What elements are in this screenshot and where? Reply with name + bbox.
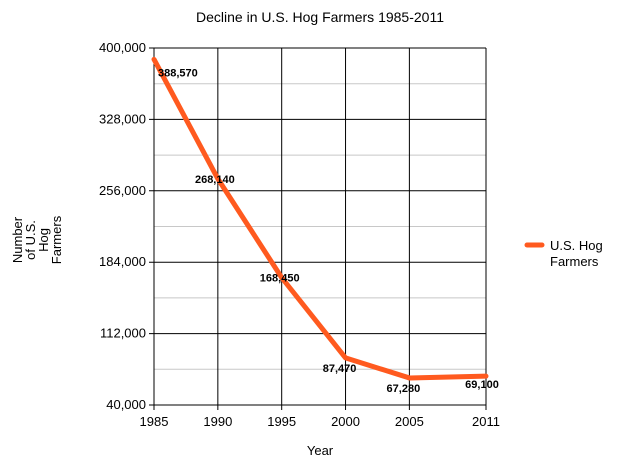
x-tick-label: 1995 [267, 414, 296, 429]
chart-title: Decline in U.S. Hog Farmers 1985-2011 [196, 9, 444, 25]
x-tick-label: 1985 [140, 414, 169, 429]
data-label: 67,280 [387, 383, 421, 395]
y-tick-label: 400,000 [99, 40, 146, 55]
y-axis-label-text: Numberof U.S.HogFarmers [10, 215, 64, 264]
y-axis-label: Numberof U.S.HogFarmers [10, 215, 64, 264]
data-labels: 388,570 268,140 168,450 87,470 67,280 69,100 [158, 67, 499, 395]
data-label: 388,570 [158, 67, 198, 79]
data-label: 87,470 [323, 363, 357, 375]
series-layer [151, 56, 489, 381]
axes: 40,000 112,000 184,000 256,000 328,000 400,00… [99, 40, 500, 429]
x-tick-label: 1990 [203, 414, 232, 429]
series-line-hog-farmers [151, 56, 489, 381]
grid [149, 47, 487, 410]
y-tick-label: 328,000 [99, 111, 146, 126]
y-tick-label: 112,000 [100, 326, 146, 341]
x-tick-label: 2011 [472, 414, 500, 429]
y-tick-label: 256,000 [99, 183, 146, 198]
data-label: 69,100 [465, 379, 499, 391]
x-axis-label: Year [307, 443, 334, 458]
legend-label: U.S. Hog Farmers [550, 238, 603, 269]
x-tick-label: 2000 [331, 414, 360, 429]
legend: U.S. Hog Farmers [524, 238, 603, 269]
data-label: 268,140 [195, 174, 235, 186]
y-tick-label: 184,000 [99, 254, 146, 269]
x-tick-label: 2005 [395, 414, 424, 429]
y-tick-label: 40,000 [106, 397, 146, 412]
data-label: 168,450 [260, 273, 300, 285]
